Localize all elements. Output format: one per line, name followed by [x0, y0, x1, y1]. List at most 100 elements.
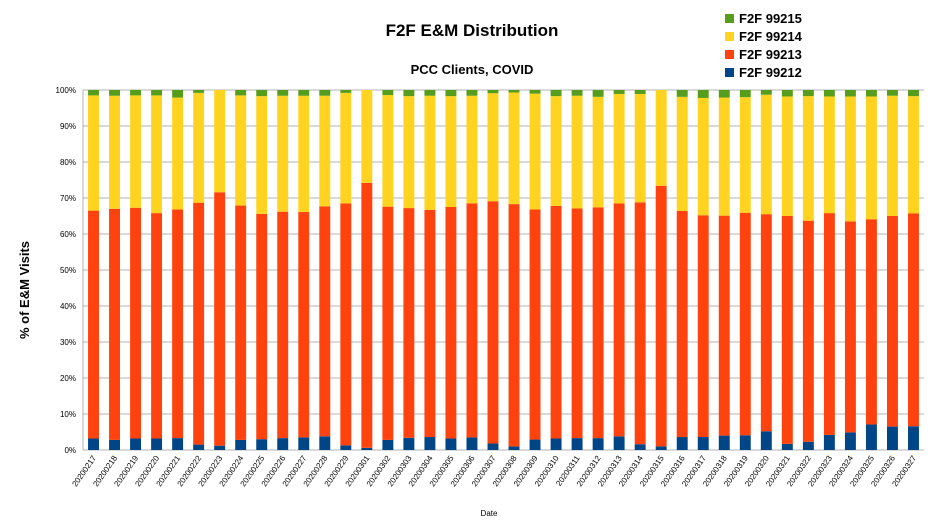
bar-segment-f2f-99213	[781, 216, 793, 444]
legend-label: F2F 99212	[739, 65, 802, 80]
bar-segment-f2f-99212	[193, 444, 205, 450]
bar-segment-f2f-99212	[256, 439, 268, 450]
bar-segment-f2f-99214	[823, 96, 835, 214]
bar-segment-f2f-99214	[634, 93, 646, 203]
x-axis-label: Date	[481, 509, 498, 518]
bar-segment-f2f-99215	[823, 90, 835, 97]
bar-segment-f2f-99215	[676, 90, 688, 97]
bar-segment-f2f-99212	[823, 434, 835, 450]
bar-segment-f2f-99215	[88, 90, 99, 96]
bar-segment-f2f-99215	[718, 90, 730, 98]
y-tick-label: 20%	[60, 374, 76, 383]
bar-segment-f2f-99215	[508, 90, 520, 93]
bar-segment-f2f-99212	[865, 424, 877, 450]
bar-segment-f2f-99214	[130, 95, 142, 208]
bar-segment-f2f-99214	[214, 90, 226, 193]
bar-segment-f2f-99214	[571, 95, 583, 209]
bar-segment-f2f-99213	[550, 205, 562, 439]
bar-segment-f2f-99213	[760, 214, 772, 432]
bar-segment-f2f-99213	[571, 208, 583, 439]
legend-label: F2F 99215	[739, 11, 802, 26]
bar-segment-f2f-99215	[529, 90, 541, 94]
bar-segment-f2f-99215	[382, 90, 394, 96]
bar-segment-f2f-99213	[718, 215, 730, 436]
bar-segment-f2f-99215	[298, 90, 310, 96]
bar-segment-f2f-99213	[592, 207, 604, 439]
bar-segment-f2f-99214	[739, 97, 751, 213]
bar-segment-f2f-99212	[887, 426, 898, 450]
bar-segment-f2f-99213	[403, 208, 415, 438]
bar-segment-f2f-99212	[424, 437, 436, 450]
bar-segment-f2f-99213	[887, 216, 898, 427]
bar-segment-f2f-99214	[529, 93, 541, 210]
bar-segment-f2f-99213	[361, 182, 373, 448]
y-tick-label: 80%	[60, 158, 76, 167]
bar-segment-f2f-99213	[319, 206, 331, 437]
bar-segment-f2f-99213	[739, 212, 751, 436]
y-tick-label: 30%	[60, 338, 76, 347]
bar-segment-f2f-99215	[697, 90, 709, 98]
bar-segment-f2f-99215	[844, 90, 856, 97]
bar-segment-f2f-99212	[487, 443, 499, 450]
bar-segment-f2f-99215	[550, 90, 562, 97]
y-tick-label: 90%	[60, 122, 76, 131]
bar-segment-f2f-99212	[802, 441, 814, 450]
legend-swatch	[725, 68, 734, 77]
bar-segment-f2f-99214	[697, 97, 709, 216]
bar-segment-f2f-99212	[130, 438, 142, 450]
bar-segment-f2f-99212	[382, 439, 394, 450]
bar-segment-f2f-99212	[508, 446, 520, 450]
y-tick-label: 10%	[60, 410, 76, 419]
bar-segment-f2f-99213	[908, 213, 919, 427]
bar-segment-f2f-99213	[529, 209, 541, 440]
bar-segment-f2f-99213	[802, 220, 814, 442]
bar-segment-f2f-99214	[445, 96, 457, 207]
bar-segment-f2f-99212	[908, 426, 919, 450]
bar-segment-f2f-99215	[887, 90, 898, 96]
bar-segment-f2f-99212	[697, 437, 709, 450]
bar-segment-f2f-99213	[634, 202, 646, 445]
bar-segment-f2f-99215	[634, 90, 646, 94]
y-tick-label: 50%	[60, 266, 76, 275]
bar-segment-f2f-99213	[613, 203, 625, 437]
bar-segment-f2f-99214	[908, 96, 919, 214]
bar-segment-f2f-99214	[487, 93, 499, 202]
bar-segment-f2f-99212	[214, 445, 226, 450]
bar-segment-f2f-99212	[466, 437, 478, 450]
bar-segment-f2f-99212	[781, 443, 793, 450]
bar-segment-f2f-99214	[613, 93, 625, 204]
bar-segment-f2f-99213	[256, 213, 268, 440]
bar-segment-f2f-99212	[760, 431, 772, 450]
bar-segment-f2f-99214	[298, 95, 310, 213]
bar-segment-f2f-99214	[887, 95, 898, 216]
bar-segment-f2f-99213	[697, 215, 709, 438]
bar-segment-f2f-99212	[592, 438, 604, 450]
bar-segment-f2f-99213	[445, 207, 457, 439]
bar-segment-f2f-99214	[466, 95, 478, 204]
bar-segment-f2f-99215	[340, 90, 352, 93]
y-tick-label: 40%	[60, 302, 76, 311]
bar-segment-f2f-99212	[655, 446, 667, 450]
bar-segment-f2f-99215	[592, 90, 604, 97]
bar-segment-f2f-99213	[865, 219, 877, 425]
legend: F2F 99215 F2F 99214 F2F 99213 F2F 99212	[725, 11, 803, 80]
bar-segment-f2f-99215	[445, 90, 457, 97]
bar-segment-f2f-99215	[613, 90, 625, 94]
bar-segment-f2f-99212	[676, 437, 688, 450]
bar-segment-f2f-99215	[403, 90, 415, 97]
bar-segment-f2f-99212	[277, 438, 289, 450]
bar-stacks	[88, 90, 919, 450]
bar-segment-f2f-99212	[550, 438, 562, 450]
bar-segment-f2f-99212	[109, 439, 120, 450]
bar-segment-f2f-99214	[550, 96, 562, 206]
bar-segment-f2f-99214	[676, 96, 688, 211]
bar-segment-f2f-99214	[508, 92, 520, 205]
bar-segment-f2f-99212	[718, 435, 730, 450]
bar-segment-f2f-99213	[88, 210, 99, 439]
bar-segment-f2f-99212	[571, 438, 583, 450]
bar-segment-f2f-99215	[256, 90, 268, 97]
bar-segment-f2f-99214	[865, 96, 877, 220]
legend-swatch	[725, 32, 734, 41]
bar-segment-f2f-99215	[319, 90, 331, 96]
bar-segment-f2f-99213	[235, 205, 247, 440]
